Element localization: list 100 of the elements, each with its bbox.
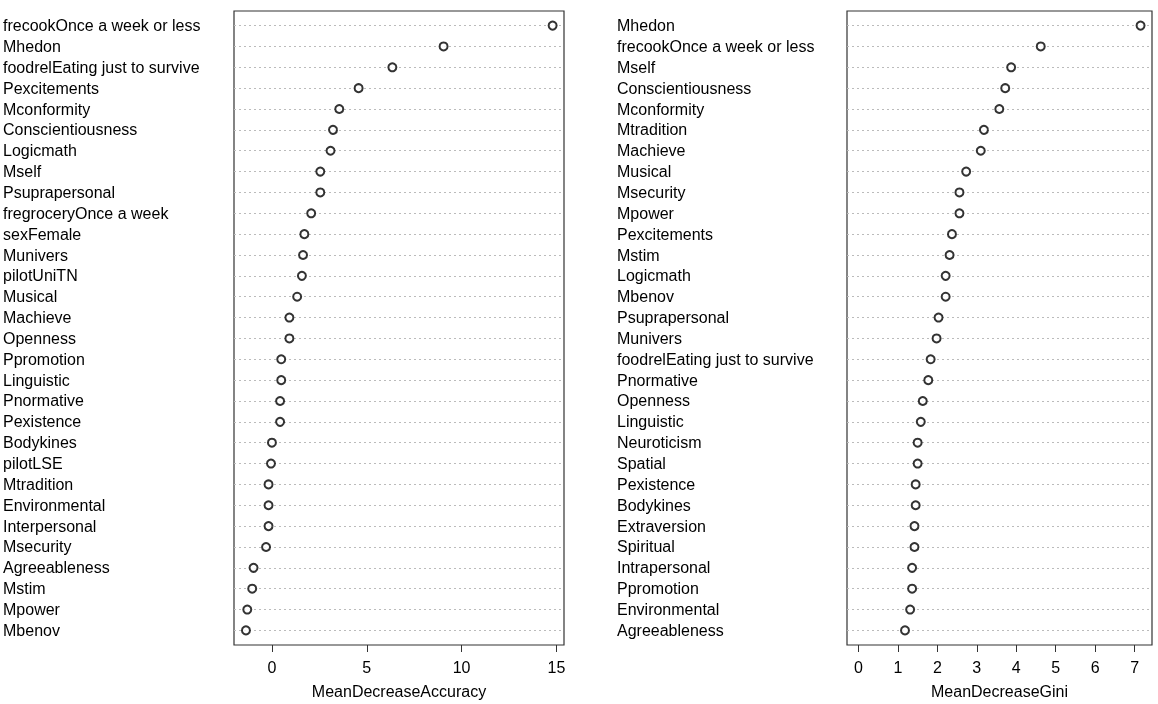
point [954, 208, 965, 219]
point [944, 250, 955, 260]
y-tick-label: Agreeableness [3, 559, 110, 577]
point [1135, 20, 1146, 31]
point [263, 500, 274, 511]
point [276, 354, 287, 365]
point [900, 625, 910, 636]
y-tick-label: Openness [617, 392, 690, 410]
point [909, 521, 920, 532]
y-tick-label: sexFemale [3, 225, 82, 243]
point [275, 396, 286, 406]
x-axis-title: MeanDecreaseGini [931, 682, 1068, 700]
y-tick-label: Psuprapersonal [3, 183, 116, 201]
point [940, 291, 951, 302]
point [275, 416, 286, 427]
y-tick-label: Mbenov [617, 288, 674, 306]
y-tick-label: Bodykines [617, 496, 691, 514]
y-tick-label: Openness [3, 329, 76, 347]
y-tick-label: Pnormative [617, 371, 699, 389]
y-tick-label: Munivers [3, 246, 68, 264]
x-tick-label: 7 [1130, 658, 1140, 676]
point [242, 604, 253, 615]
point [954, 187, 965, 198]
y-tick-label: Spatial [617, 455, 666, 473]
y-tick-label: Logicmath [617, 267, 691, 285]
point [328, 124, 338, 135]
y-tick-label: Conscientiousness [3, 121, 138, 139]
y-tick-label: Machieve [617, 142, 686, 160]
y-tick-label: Spiritual [617, 538, 675, 556]
point [547, 20, 558, 31]
y-tick-label: Psuprapersonal [617, 309, 730, 327]
point [905, 604, 916, 615]
x-tick-label: 2 [932, 658, 942, 676]
point [907, 562, 918, 573]
point [292, 291, 303, 302]
y-tick-label: pilotLSE [3, 455, 63, 473]
y-tick-label: Linguistic [617, 413, 684, 431]
point [907, 583, 918, 594]
y-tick-label: Musical [617, 163, 672, 181]
x-tick-label: 5 [362, 658, 372, 676]
point [266, 437, 277, 448]
y-tick-label: frecookOnce a week or less [617, 37, 815, 55]
point [263, 521, 274, 532]
y-tick-label: Mtradition [3, 475, 74, 493]
point [910, 500, 921, 511]
point [1000, 83, 1011, 94]
x-tick-label: 1 [893, 658, 903, 676]
y-tick-label: Agreeableness [617, 621, 724, 639]
point [263, 479, 274, 490]
y-tick-label: foodrelEating just to survive [3, 58, 200, 76]
point [284, 333, 295, 344]
y-tick-label: Pexistence [617, 475, 696, 493]
point [315, 187, 326, 198]
point [933, 312, 944, 323]
point [994, 104, 1005, 115]
point [261, 541, 272, 552]
y-tick-label: foodrelEating just to survive [617, 350, 814, 368]
y-tick-label: Mconformity [3, 100, 91, 118]
x-tick-label: 15 [547, 658, 566, 676]
point [387, 62, 398, 73]
point [946, 229, 957, 240]
y-tick-label: Munivers [617, 329, 682, 347]
point [912, 458, 923, 469]
y-tick-label: Pexcitements [3, 79, 100, 97]
y-tick-label: Mhedon [617, 17, 675, 35]
y-tick-label: Msecurity [3, 538, 72, 556]
point [315, 166, 326, 177]
point [296, 270, 307, 281]
point [909, 541, 920, 552]
y-tick-label: Ppromotion [617, 580, 699, 598]
point [912, 437, 923, 448]
y-tick-label: Linguistic [3, 371, 70, 389]
x-tick-label: 10 [452, 658, 471, 676]
point [978, 124, 989, 135]
point [240, 625, 251, 636]
x-tick-label: 3 [972, 658, 982, 676]
point [923, 375, 934, 386]
point [961, 166, 972, 177]
y-tick-label: Mself [3, 163, 42, 181]
point [353, 83, 364, 94]
y-tick-label: Conscientiousness [617, 79, 752, 97]
point [975, 145, 986, 156]
y-tick-label: Bodykines [3, 434, 77, 452]
y-tick-label: Mhedon [3, 37, 61, 55]
point [915, 416, 926, 427]
x-tick-label: 0 [853, 658, 863, 676]
point [284, 312, 295, 323]
point [306, 208, 317, 219]
point [299, 229, 310, 240]
point [438, 41, 449, 52]
y-tick-label: Environmental [3, 496, 106, 514]
point [247, 583, 258, 594]
y-tick-label: Neuroticism [617, 434, 702, 452]
x-tick-label: 0 [267, 658, 277, 676]
y-tick-label: Extraversion [617, 517, 706, 535]
y-tick-label: Intrapersonal [617, 559, 711, 577]
point [248, 562, 259, 573]
point [1006, 62, 1017, 73]
y-tick-label: Mself [617, 58, 656, 76]
y-tick-label: Pexistence [3, 413, 82, 431]
